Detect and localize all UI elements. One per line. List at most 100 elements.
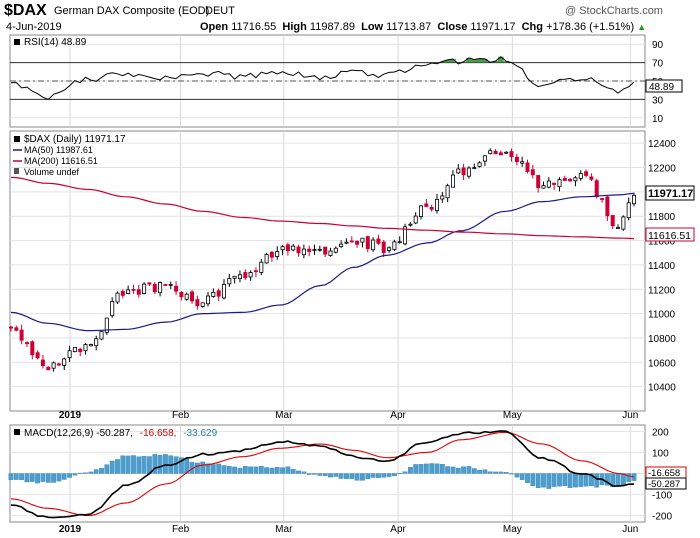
macd-histogram-bar [482,469,488,474]
rsi-tick-label: 90 [652,40,664,51]
macd-histogram-bar [322,473,328,476]
candle-body [211,291,216,297]
candle-body [418,205,423,217]
candle-body [488,150,493,154]
close-label: Close [437,21,468,33]
macd-histogram-bar [530,473,536,486]
candle-body [104,317,109,333]
macd-histogram-bar [99,468,104,474]
macd-histogram-bar [136,456,142,474]
macd-histogram-bar [232,466,237,474]
candle-body [482,155,487,162]
candle-body [78,348,83,353]
macd-histogram-bar [477,469,482,474]
open-label: Open [200,21,229,33]
macd-histogram-bar [115,459,120,474]
macd-histogram-bar [466,466,472,474]
ma50-legend: MA(50) 11987.61 [24,145,93,155]
candle-body [62,358,67,366]
macd-histogram-bar [179,457,184,474]
candle-body [557,179,562,188]
candle-body [216,290,221,297]
candle-body [317,248,322,251]
candle-body [610,215,615,227]
macd-histogram-bar [120,455,126,474]
candle-body [179,291,184,298]
macd-histogram-bar [429,463,435,474]
month-label: 2019 [59,410,82,421]
price-layer [8,148,637,372]
candle-body [94,338,99,347]
macd-legend-signal: -16.658, [140,428,177,439]
macd-line-tag-text: -50.287 [648,479,680,490]
candle-body [578,173,583,179]
candle-body [237,274,242,280]
macd-histogram-bar [541,473,546,488]
candle-body [248,272,253,278]
chg-value: +178.36 (+1.51%) [546,21,635,33]
macd-legend-hist: -33.629 [183,428,217,439]
candle-body [552,182,557,185]
rsi-legend: RSI(14) 48.89 [14,37,87,48]
candle-body [360,237,365,243]
macd-histogram-bar [594,473,600,488]
candle-body [275,251,280,257]
macd-histogram-bar [296,470,301,474]
candle-body [195,299,200,307]
macd-histogram-bar [83,472,88,474]
candle-body [259,261,264,273]
macd-histogram-bar [56,473,62,482]
macd-histogram-bar [360,473,365,481]
month-label: Apr [390,524,406,535]
macd-histogram-bar [280,467,285,474]
macd-histogram-bar [210,464,216,474]
candle-body [424,203,429,207]
macd-histogram-bar [216,463,222,474]
macd-histogram-bar [418,464,424,474]
candle-body [626,202,631,219]
candle-body [243,272,248,278]
candle-body [456,168,461,174]
candle-body [120,290,125,296]
macd-histogram-bar [439,464,445,474]
macd-histogram-bar [370,473,376,478]
macd-histogram-bar [344,473,349,479]
close-value-tag-text: 11971.17 [648,188,693,200]
macd-histogram-bar [290,469,296,474]
candle-body [450,174,455,188]
volume-legend: Volume undef [24,167,80,177]
candle-body [51,362,56,369]
candle-body [221,283,226,299]
macd-histogram-bar [29,473,35,482]
macd-histogram-bar [503,472,509,474]
macd-legend-swatch [14,429,20,435]
low-label: Low [361,21,384,33]
macd-histogram-bar [109,460,115,474]
macd-histogram-bar [615,473,621,487]
candle-body [573,177,578,182]
candle-body [344,241,349,244]
candle-body [269,251,274,258]
macd-histogram-bar [562,473,568,486]
macd-histogram-bar [461,466,466,474]
candle-body [142,283,147,295]
macd-histogram-bar [61,473,67,480]
candle-body [205,295,210,305]
macd-layer [8,430,637,519]
macd-histogram-bar [152,454,158,474]
macd-histogram-bar [381,473,387,478]
candle-body [158,281,163,294]
candle-body [387,247,392,251]
macd-histogram-bar [567,473,573,488]
macd-histogram-bar [551,473,557,487]
macd-line-tag: -50.287 [645,477,687,490]
candle-body [339,243,344,248]
macd-histogram-bar [72,473,78,476]
candle-body [14,327,19,331]
candle-body [509,151,514,158]
macd-signal-tag: -16.658 [645,466,687,479]
rsi-tick-label: 10 [652,114,664,125]
macd-histogram-bar [264,467,269,474]
price-tick-label: 10800 [648,334,676,345]
macd-legend-line: MACD(12,26,9) -50.287, -16.658, -33.629 [24,428,218,439]
